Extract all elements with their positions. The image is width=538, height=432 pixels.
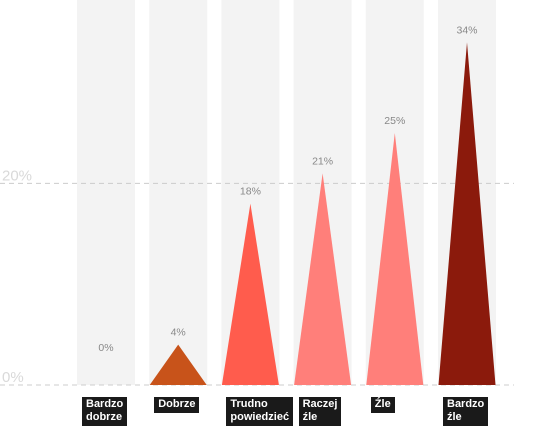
data-label: 4% xyxy=(171,327,186,339)
y-tick-label: 0% xyxy=(2,369,24,386)
x-tick-label: Źle xyxy=(370,397,395,413)
bar xyxy=(221,203,279,385)
bar xyxy=(149,344,207,385)
data-label: 0% xyxy=(98,342,113,354)
data-label: 34% xyxy=(456,24,477,36)
y-tick-label: 20% xyxy=(2,167,32,184)
x-tick-label: Bardzo dobrze xyxy=(82,397,128,426)
bar xyxy=(438,42,496,385)
x-tick-label: Bardzo źle xyxy=(443,397,489,426)
data-label: 25% xyxy=(384,115,405,127)
column-background xyxy=(77,0,135,385)
bar xyxy=(366,133,424,385)
x-tick-label: Trudno powiedzieć xyxy=(226,397,294,426)
bar xyxy=(294,173,352,385)
x-tick-label: Dobrze xyxy=(154,397,200,413)
column-background xyxy=(149,0,208,385)
x-tick-label: Raczej źle xyxy=(298,397,342,426)
data-label: 18% xyxy=(240,186,261,198)
data-label: 21% xyxy=(312,155,333,167)
